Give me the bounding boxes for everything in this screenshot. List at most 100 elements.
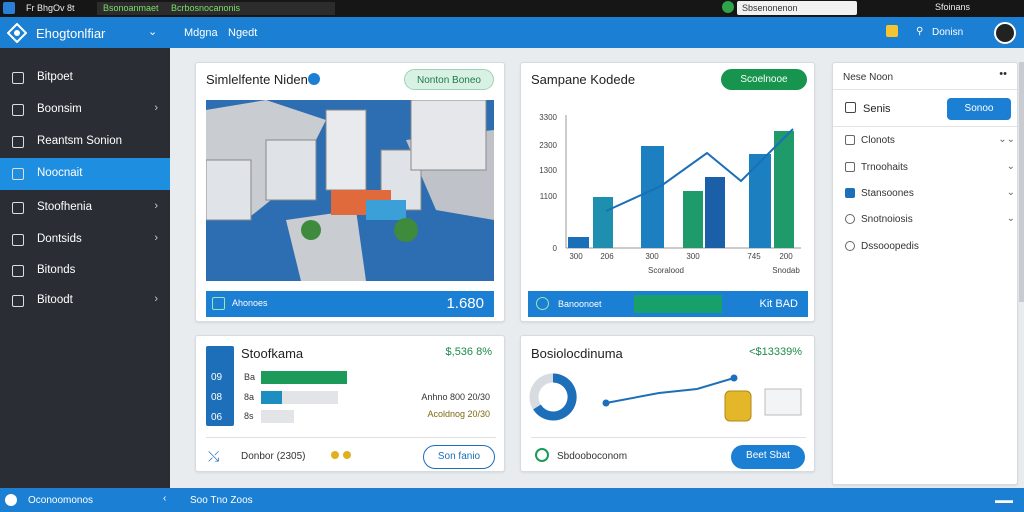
card-button[interactable]: Scoelnooe [721,69,807,90]
row-tag: 8s [244,411,254,421]
panel-item[interactable]: Stansoones ⌄ [845,187,1015,199]
footer-label: Sbdooboconom [557,451,628,462]
card-button[interactable]: Beet Sbat [731,445,805,469]
label: Snotnoiosis [861,214,913,225]
row-tag: Ba [244,372,256,382]
tab[interactable]: Bcrbosnocanonis [165,2,335,15]
browser-icon [3,2,15,14]
dropdown-caret[interactable]: ⌄ [148,26,158,38]
x-tick-label: 200 [779,252,793,261]
y-tick-label: 0 [553,244,558,253]
panel-menu[interactable]: •• [999,68,1007,80]
panel-item[interactable]: Clonots ⌄⌄ [845,134,1015,146]
card-button[interactable]: Son fanio [423,445,495,469]
note: Anhno 800 20/30 [421,392,490,402]
y-tick-label: 3300 [539,113,557,122]
sidebar-item-active[interactable]: Noocnait [0,158,170,190]
nav-link[interactable]: Mdgna [184,27,218,39]
y-tick-label: 1100 [540,192,558,201]
y-axis: 3300 2300 1300 1100 0 [539,113,557,253]
trend-line [605,377,735,404]
label: Boonsim [37,103,82,115]
profile[interactable]: Sfoinans [935,2,971,12]
avatar[interactable] [994,22,1016,44]
app-name: Ehogtonlfiar [36,26,106,41]
row-number: 08 [211,392,223,403]
finance-graphic [529,373,802,422]
app-header: Ehogtonlfiar ⌄ Mdgna Ngedt ⚲ Donisn [0,17,1024,48]
side-panel: Nese Noon •• Senis Sonoo Clonots ⌄⌄ Trnoo… [832,62,1018,485]
sidebar-item[interactable]: Boonsim › [0,94,170,126]
card-footer: Banoonoet Kit BAD [528,291,808,317]
badge[interactable]: Nonton Boneo [404,69,494,90]
bar [705,177,725,248]
status-center: Soo Tno Zoos [190,495,253,506]
status-icon [722,1,734,13]
footer-icon: ⤯ [208,448,220,464]
browser-bar: Fr BhgOv 8t Bsonoanmaet Bcrbosnocanonis … [0,0,1024,17]
panel-active[interactable]: Senis [863,103,891,115]
coin-stack [724,390,752,422]
truck [764,388,802,416]
footer-value: 1.680 [446,295,484,312]
panel-item[interactable]: Dssooopedis [845,241,1015,252]
trend-dot [730,374,738,382]
bar [641,146,664,248]
panel-item[interactable]: Trnoohaits ⌄ [845,161,1015,173]
notify-icon[interactable] [886,25,898,37]
panel-title: Nese Noon [843,72,894,83]
tab[interactable]: Fr BhgOv 8t [26,3,75,13]
label: Clonots [861,135,895,146]
x-tick-label: 745 [747,252,761,261]
logo [7,23,27,43]
header-action[interactable]: Donisn [932,27,964,38]
bar-track [261,391,338,404]
sidebar-item[interactable]: Bitonds [0,255,170,287]
donut-segment [533,373,577,421]
row-number: 06 [211,412,223,423]
address-bar[interactable]: Sbsenonenon [737,1,857,15]
card-title: Bosiolocdinuma [531,346,623,361]
footer-icon [535,448,549,462]
y-tick-label: 1300 [539,166,557,175]
label: Stoofhenia [37,201,92,213]
panel-item[interactable]: Snotnoiosis ⌄ [845,213,1015,225]
sidebar-item[interactable]: Reantsm Sonion [0,126,170,158]
sidebar-item[interactable]: Stoofhenia › [0,192,170,224]
panel-button[interactable]: Sonoo [947,98,1011,120]
sidebar-item[interactable]: Bitoodt › [0,285,170,317]
x-axis-label: Snodab [772,266,800,275]
collapse[interactable]: ‹ [163,493,167,504]
search-icon[interactable]: ⚲ [916,26,924,37]
divider [206,437,496,438]
footer-icon [212,297,225,310]
x-axis-label: Scoralood [648,266,684,275]
y-tick-label: 2300 [539,141,557,150]
label: Trnoohaits [861,162,908,173]
bar [749,154,771,248]
x-axis: 300 206 300 300 745 200 Scoralood Snodab [569,252,800,275]
divider [833,89,1017,90]
row-tag: 8a [244,392,255,402]
tab[interactable]: Bsonoanmaet [97,2,165,15]
sidebar-item[interactable]: Dontsids › [0,224,170,256]
trees [394,218,418,242]
scrollbar[interactable] [1019,62,1024,302]
x-tick-label: 300 [569,252,583,261]
footer-value: Kit BAD [759,298,798,310]
nav-link[interactable]: Ngedt [228,27,258,39]
sidebar-item[interactable]: Bitpoet [0,62,170,94]
x-tick-label: 300 [686,252,700,261]
info-icon[interactable] [308,73,320,85]
trend-line [605,128,794,212]
stats-card: 09 08 06 Stoofkama $,536 8% Ba 8a 8s Anh… [195,335,505,472]
label: Bitpoet [37,71,73,83]
number-block: 09 08 06 [206,346,234,426]
containers [366,200,406,220]
status-left: Oconoomonos [28,495,94,506]
building [325,109,367,191]
panel-icon [845,102,856,113]
building [265,139,317,201]
